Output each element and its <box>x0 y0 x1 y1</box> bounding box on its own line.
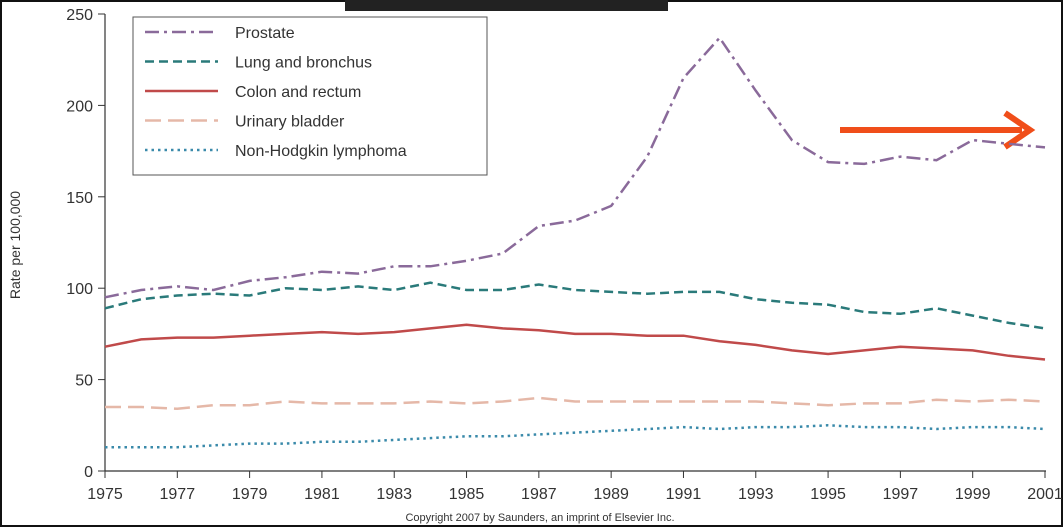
x-tick-label: 2001 <box>1027 486 1063 503</box>
x-tick-label: 1979 <box>232 486 268 503</box>
y-tick-label: 150 <box>66 190 93 207</box>
x-tick-label: 1997 <box>883 486 919 503</box>
x-tick-label: 1993 <box>738 486 774 503</box>
series-line <box>105 424 1046 449</box>
y-tick-label: 200 <box>66 98 93 115</box>
legend-label: Prostate <box>235 25 295 42</box>
legend-label: Colon and rectum <box>235 84 361 101</box>
x-tick-label: 1975 <box>87 486 123 503</box>
x-tick-label: 1989 <box>593 486 629 503</box>
top-bar <box>345 0 668 11</box>
series-line <box>105 396 1046 411</box>
x-tick-label: 1987 <box>521 486 557 503</box>
x-tick-label: 1983 <box>376 486 412 503</box>
x-tick-label: 1977 <box>160 486 196 503</box>
copyright: Copyright 2007 by Saunders, an imprint o… <box>405 512 674 524</box>
x-tick-label: 1981 <box>304 486 340 503</box>
legend-box <box>132 16 488 176</box>
series-line <box>104 281 1046 330</box>
y-tick-label: 0 <box>84 464 93 481</box>
y-tick-label: 100 <box>66 281 93 298</box>
legend-label: Non-Hodgkin lymphoma <box>235 143 407 160</box>
x-tick-label: 1985 <box>449 486 485 503</box>
x-tick-label: 1991 <box>666 486 702 503</box>
series-line <box>104 323 1046 361</box>
legend-label: Lung and bronchus <box>235 55 372 72</box>
legend-label: Urinary bladder <box>235 114 345 131</box>
y-axis-label: Rate per 100,000 <box>7 191 23 299</box>
x-tick-label: 1995 <box>810 486 846 503</box>
x-tick-label: 1999 <box>955 486 991 503</box>
arrow <box>840 110 1036 150</box>
series-line <box>104 35 1046 299</box>
y-tick-label: 50 <box>75 373 93 390</box>
y-tick-label: 250 <box>66 7 93 24</box>
